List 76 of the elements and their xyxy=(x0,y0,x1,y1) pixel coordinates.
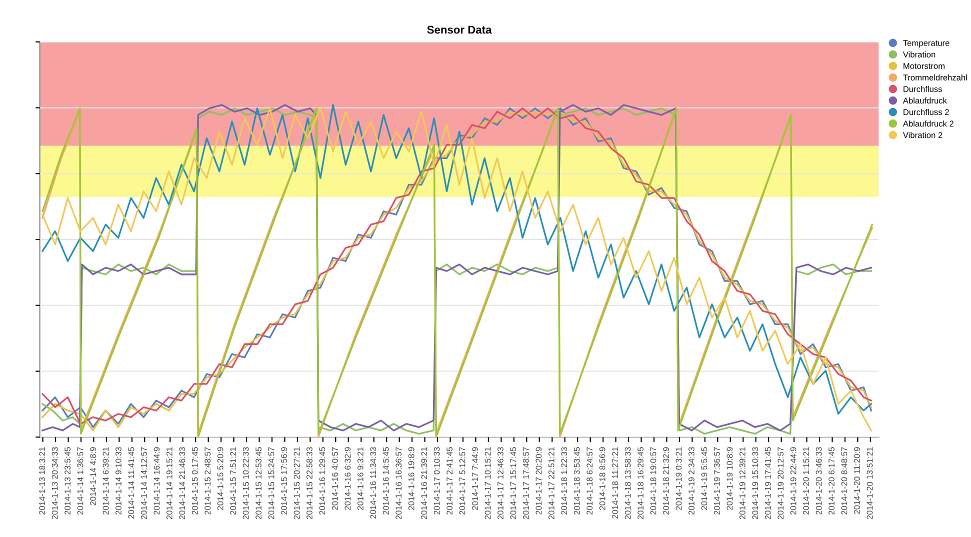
x-tick-label: 2014-1-15 5:20:9 xyxy=(217,447,224,510)
x-tick-label: 2014-1-18 6:24:57 xyxy=(586,447,593,515)
x-tick-label: 2014-1-16 19:8:9 xyxy=(408,447,414,510)
legend-label: Durchfluss 2 xyxy=(904,108,949,116)
x-tick-label: 2014-1-20 3:46:33 xyxy=(816,447,822,515)
x-tick-label: 2014-1-18 13:58:33 xyxy=(624,447,631,520)
x-tick-label: 2014-1-16 4:0:57 xyxy=(332,447,338,510)
x-tick-label: 2014-1-17 12:46:33 xyxy=(498,447,504,520)
x-tick-label: 2014-1-16 6:32:9 xyxy=(344,447,351,510)
x-tick-label: 2014-1-17 7:44:9 xyxy=(472,447,478,510)
x-tick-label: 2014-1-16 14:5:45 xyxy=(382,447,389,515)
x-tick-label: 2014-1-17 10:15:21 xyxy=(484,447,491,520)
legend-label: Vibration 2 xyxy=(902,132,942,138)
x-tick-label: 2014-1-18 3:53:45 xyxy=(574,447,580,515)
x-tick-label: 2014-1-17 22:51:21 xyxy=(548,447,554,520)
x-tick-label: 2014-1-18 11:27:21 xyxy=(612,447,618,519)
x-tick-label: 2014-1-15 15:24:57 xyxy=(268,447,274,520)
x-tick-label: 2014-1-17 15:17:45 xyxy=(510,447,516,520)
x-tick-label: 2014-1-15 12:53:45 xyxy=(256,447,262,520)
x-tick-label: 2014-1-19 12:39:21 xyxy=(739,447,746,520)
x-tick-label: 2014-1-20 8:48:57 xyxy=(841,447,848,515)
x-tick-label: 2014-1-14 14:12:57 xyxy=(140,447,147,520)
x-tick-label: 2014-1-14 1:36:57 xyxy=(77,447,84,515)
x-tick-label: 2014-1-14 19:15:21 xyxy=(166,447,172,520)
x-tick-label: 2014-1-18 1:22:33 xyxy=(561,447,568,515)
x-tick-label: 2014-1-16 11:34:33 xyxy=(370,447,376,519)
x-tick-label: 2014-1-14 11:41:45 xyxy=(128,447,134,519)
x-tick-label: 2014-1-14 21:46:33 xyxy=(179,447,186,520)
x-tick-label: 2014-1-14 6:39:21 xyxy=(102,447,109,515)
chart-title: Sensor Data xyxy=(427,26,492,34)
legend-label: Ablaufdruck 2 xyxy=(902,120,954,127)
legend-label: Durchfluss xyxy=(904,86,942,92)
x-tick-label: 2014-1-13 23:5:45 xyxy=(64,447,70,515)
x-tick-label: 2014-1-15 17:56:9 xyxy=(281,447,287,515)
x-tick-label: 2014-1-14 16:44:9 xyxy=(154,447,160,515)
x-tick-label: 2014-1-19 5:5:45 xyxy=(701,447,708,510)
x-tick-label: 2014-1-15 20:27:21 xyxy=(294,447,300,520)
x-tick-label: 2014-1-17 20:20:9 xyxy=(536,447,542,515)
x-tick-label: 2014-1-19 2:34:33 xyxy=(688,447,694,515)
x-tick-label: 2014-1-15 0:17:45 xyxy=(192,447,198,515)
x-tick-label: 2014-1-16 1:29:45 xyxy=(319,447,326,515)
legend-label: Vibration xyxy=(902,51,936,58)
x-tick-label: 2014-1-18 8:56:9 xyxy=(599,447,606,510)
x-tick-label: 2014-1-19 7:36:57 xyxy=(714,447,720,515)
x-tick-label: 2014-1-19 20:12:57 xyxy=(778,447,784,520)
x-tick-label: 2014-1-15 22:58:33 xyxy=(306,447,312,520)
x-tick-label: 2014-1-17 5:12:57 xyxy=(459,447,466,515)
x-tick-label: 2014-1-14 9:10:33 xyxy=(116,447,122,515)
x-tick-label: 2014-1-17 17:48:57 xyxy=(522,447,529,520)
x-tick-label: 2014-1-18 21:32:9 xyxy=(663,447,669,515)
x-tick-label: 2014-1-15 10:22:33 xyxy=(242,447,249,520)
x-tick-label: 2014-1-17 2:41:45 xyxy=(446,447,452,515)
x-tick-label: 2014-1-15 7:51:21 xyxy=(230,447,236,515)
x-tick-label: 2014-1-13 20:34:33 xyxy=(52,447,58,520)
legend-label: Motorstrom xyxy=(904,63,945,69)
x-tick-label: 2014-1-19 10:8:9 xyxy=(726,447,733,510)
x-tick-label: 2014-1-13 18:3:21 xyxy=(39,447,46,515)
legend-label: Trommeldrehzahl xyxy=(903,74,967,80)
x-tick-label: 2014-1-18 16:29:45 xyxy=(638,447,644,520)
x-tick-label: 2014-1-16 9:3:21 xyxy=(357,447,364,510)
x-tick-label: 2014-1-19 0:3:21 xyxy=(676,447,682,510)
x-tick-label: 2014-1-16 16:36:57 xyxy=(396,447,402,520)
x-tick-label: 2014-1-16 21:39:21 xyxy=(421,447,428,520)
legend-label: Temperature xyxy=(903,40,950,48)
x-tick-label: 2014-1-18 19:0:57 xyxy=(650,447,656,515)
x-tick-label: 2014-1-19 15:10:33 xyxy=(752,447,758,520)
x-tick-label: 2014-1-14 4:8:9 xyxy=(90,447,96,506)
legend-label: Ablaufdruck xyxy=(902,97,947,104)
x-tick-label: 2014-1-20 1:15:21 xyxy=(803,447,810,515)
x-tick-label: 2014-1-19 22:44:9 xyxy=(790,447,796,515)
x-tick-label: 2014-1-20 11:20:9 xyxy=(854,447,860,514)
x-tick-label: 2014-1-19 17:41:45 xyxy=(764,447,771,520)
x-tick-label: 2014-1-17 0:10:33 xyxy=(434,447,440,515)
x-tick-label: 2014-1-20 13:51:21 xyxy=(866,447,873,520)
x-tick-label: 2014-1-15 2:48:57 xyxy=(204,447,211,515)
x-tick-label: 2014-1-20 6:17:45 xyxy=(828,447,834,515)
